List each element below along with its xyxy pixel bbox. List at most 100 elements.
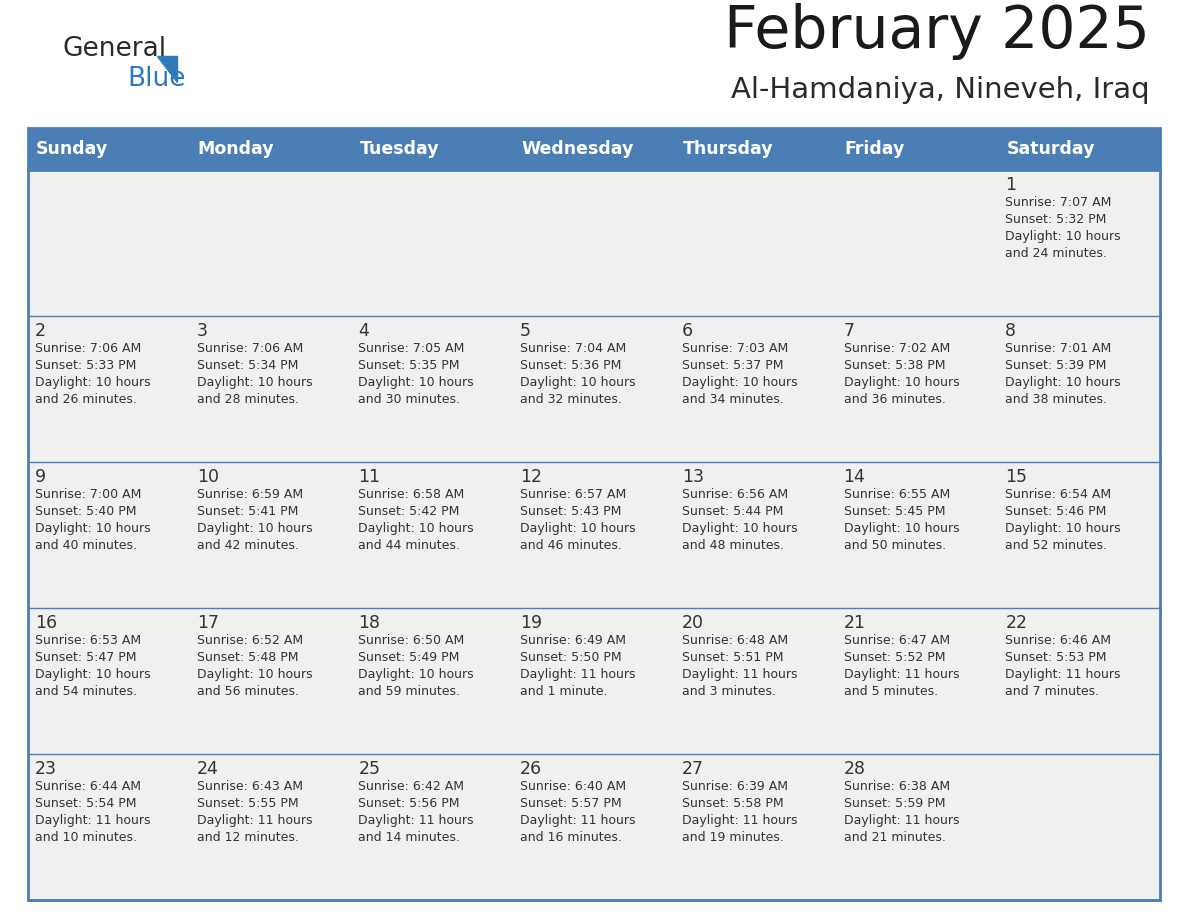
Text: and 44 minutes.: and 44 minutes. — [359, 539, 460, 552]
Text: Sunrise: 6:55 AM: Sunrise: 6:55 AM — [843, 488, 950, 501]
Text: and 5 minutes.: and 5 minutes. — [843, 685, 937, 698]
Bar — [998, 316, 1159, 462]
Text: Sunrise: 7:00 AM: Sunrise: 7:00 AM — [34, 488, 141, 501]
Text: and 32 minutes.: and 32 minutes. — [520, 393, 623, 406]
Text: 14: 14 — [843, 468, 865, 486]
Text: Sunset: 5:49 PM: Sunset: 5:49 PM — [359, 651, 460, 664]
Text: Sunrise: 6:53 AM: Sunrise: 6:53 AM — [34, 634, 141, 647]
Text: and 10 minutes.: and 10 minutes. — [34, 831, 137, 844]
Bar — [836, 754, 998, 900]
Text: Blue: Blue — [127, 66, 185, 92]
Text: Sunrise: 6:38 AM: Sunrise: 6:38 AM — [843, 780, 949, 793]
Text: Daylight: 10 hours: Daylight: 10 hours — [843, 376, 959, 389]
Text: and 50 minutes.: and 50 minutes. — [843, 539, 946, 552]
Text: Sunrise: 6:46 AM: Sunrise: 6:46 AM — [1005, 634, 1111, 647]
Bar — [29, 170, 190, 316]
Text: Sunset: 5:43 PM: Sunset: 5:43 PM — [520, 505, 621, 518]
Bar — [29, 608, 190, 754]
Text: Sunday: Sunday — [36, 140, 108, 158]
Polygon shape — [157, 56, 177, 82]
Text: Daylight: 11 hours: Daylight: 11 hours — [843, 814, 959, 827]
Text: Daylight: 10 hours: Daylight: 10 hours — [34, 522, 151, 535]
Text: Daylight: 10 hours: Daylight: 10 hours — [682, 522, 797, 535]
Text: 25: 25 — [359, 760, 380, 778]
Bar — [29, 462, 190, 608]
Bar — [29, 316, 190, 462]
Text: Sunset: 5:50 PM: Sunset: 5:50 PM — [520, 651, 621, 664]
Bar — [29, 128, 1159, 900]
Text: 8: 8 — [1005, 322, 1016, 340]
Bar — [513, 608, 675, 754]
Text: 13: 13 — [682, 468, 703, 486]
Text: 2: 2 — [34, 322, 46, 340]
Bar — [352, 462, 513, 608]
Text: Daylight: 10 hours: Daylight: 10 hours — [1005, 230, 1121, 243]
Text: Sunrise: 7:04 AM: Sunrise: 7:04 AM — [520, 342, 626, 355]
Text: Saturday: Saturday — [1006, 140, 1095, 158]
Text: 18: 18 — [359, 614, 380, 632]
Bar — [836, 462, 998, 608]
Bar — [513, 316, 675, 462]
Text: and 24 minutes.: and 24 minutes. — [1005, 247, 1107, 260]
Text: General: General — [62, 36, 166, 62]
Text: and 36 minutes.: and 36 minutes. — [843, 393, 946, 406]
Text: Sunrise: 6:50 AM: Sunrise: 6:50 AM — [359, 634, 465, 647]
Text: Sunset: 5:34 PM: Sunset: 5:34 PM — [197, 359, 298, 372]
Bar — [352, 170, 513, 316]
Text: 24: 24 — [197, 760, 219, 778]
Text: and 40 minutes.: and 40 minutes. — [34, 539, 137, 552]
Text: Sunrise: 6:48 AM: Sunrise: 6:48 AM — [682, 634, 788, 647]
Text: Daylight: 11 hours: Daylight: 11 hours — [359, 814, 474, 827]
Bar — [675, 754, 836, 900]
Text: 3: 3 — [197, 322, 208, 340]
Text: 23: 23 — [34, 760, 57, 778]
Text: 22: 22 — [1005, 614, 1028, 632]
Text: Sunset: 5:45 PM: Sunset: 5:45 PM — [843, 505, 946, 518]
Text: and 59 minutes.: and 59 minutes. — [359, 685, 461, 698]
Text: Daylight: 10 hours: Daylight: 10 hours — [197, 668, 312, 681]
Text: and 21 minutes.: and 21 minutes. — [843, 831, 946, 844]
Bar — [513, 462, 675, 608]
Text: Daylight: 10 hours: Daylight: 10 hours — [34, 668, 151, 681]
Text: Daylight: 11 hours: Daylight: 11 hours — [197, 814, 312, 827]
Text: Daylight: 11 hours: Daylight: 11 hours — [682, 668, 797, 681]
Text: 16: 16 — [34, 614, 57, 632]
Text: and 52 minutes.: and 52 minutes. — [1005, 539, 1107, 552]
Bar — [29, 754, 190, 900]
Text: Sunrise: 6:47 AM: Sunrise: 6:47 AM — [843, 634, 949, 647]
Text: 21: 21 — [843, 614, 866, 632]
Text: and 19 minutes.: and 19 minutes. — [682, 831, 784, 844]
Bar — [513, 754, 675, 900]
Text: Daylight: 11 hours: Daylight: 11 hours — [1005, 668, 1120, 681]
Bar — [190, 316, 352, 462]
Text: 17: 17 — [197, 614, 219, 632]
Text: 12: 12 — [520, 468, 542, 486]
Text: 4: 4 — [359, 322, 369, 340]
Text: Sunrise: 7:05 AM: Sunrise: 7:05 AM — [359, 342, 465, 355]
Text: Sunset: 5:53 PM: Sunset: 5:53 PM — [1005, 651, 1107, 664]
Text: and 1 minute.: and 1 minute. — [520, 685, 607, 698]
Text: 26: 26 — [520, 760, 542, 778]
Text: 20: 20 — [682, 614, 703, 632]
Text: Sunrise: 6:43 AM: Sunrise: 6:43 AM — [197, 780, 303, 793]
Text: Sunrise: 6:39 AM: Sunrise: 6:39 AM — [682, 780, 788, 793]
Text: Daylight: 10 hours: Daylight: 10 hours — [1005, 376, 1121, 389]
Text: 10: 10 — [197, 468, 219, 486]
Text: and 7 minutes.: and 7 minutes. — [1005, 685, 1099, 698]
Text: and 46 minutes.: and 46 minutes. — [520, 539, 623, 552]
Text: Monday: Monday — [197, 140, 274, 158]
Bar — [836, 170, 998, 316]
Text: Daylight: 10 hours: Daylight: 10 hours — [1005, 522, 1121, 535]
Text: Daylight: 10 hours: Daylight: 10 hours — [359, 376, 474, 389]
Text: Daylight: 10 hours: Daylight: 10 hours — [197, 376, 312, 389]
Bar — [998, 608, 1159, 754]
Text: Daylight: 11 hours: Daylight: 11 hours — [34, 814, 151, 827]
Text: 5: 5 — [520, 322, 531, 340]
Text: Sunset: 5:32 PM: Sunset: 5:32 PM — [1005, 213, 1107, 226]
Text: Sunset: 5:36 PM: Sunset: 5:36 PM — [520, 359, 621, 372]
Bar — [29, 128, 1159, 170]
Text: and 38 minutes.: and 38 minutes. — [1005, 393, 1107, 406]
Text: Sunset: 5:51 PM: Sunset: 5:51 PM — [682, 651, 783, 664]
Text: Sunset: 5:38 PM: Sunset: 5:38 PM — [843, 359, 946, 372]
Text: Sunrise: 6:56 AM: Sunrise: 6:56 AM — [682, 488, 788, 501]
